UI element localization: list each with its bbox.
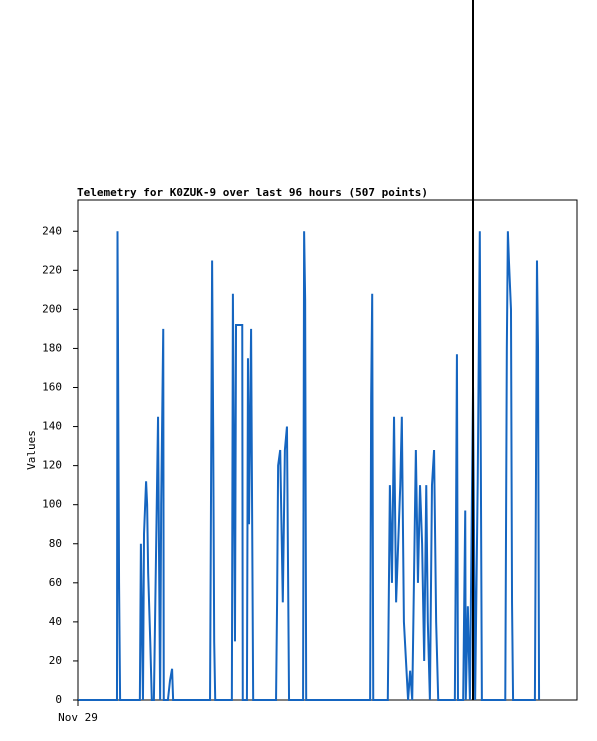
y-tick-label: 240 — [42, 224, 62, 237]
plot-area — [78, 231, 541, 701]
y-axis-label: Values — [25, 430, 38, 470]
plot-frame — [77, 199, 578, 701]
y-tick-label: 100 — [42, 498, 62, 511]
y-tick-label: 180 — [42, 341, 62, 354]
y-tick-label: 40 — [49, 615, 62, 628]
y-tick-label: 160 — [42, 381, 62, 394]
y-tick-label: 140 — [42, 420, 62, 433]
data-line — [78, 231, 541, 701]
y-tick-label: 20 — [49, 654, 62, 667]
y-tick-label: 220 — [42, 263, 62, 276]
y-tick-label: 200 — [42, 302, 62, 315]
chart-title: Telemetry for K0ZUK-9 over last 96 hours… — [77, 186, 428, 199]
x-tick-label: Nov 29 — [58, 711, 98, 724]
y-tick-label: 120 — [42, 459, 62, 472]
y-tick-label: 0 — [55, 693, 62, 706]
y-tick-label: 80 — [49, 537, 62, 550]
y-tick-label: 60 — [49, 576, 62, 589]
